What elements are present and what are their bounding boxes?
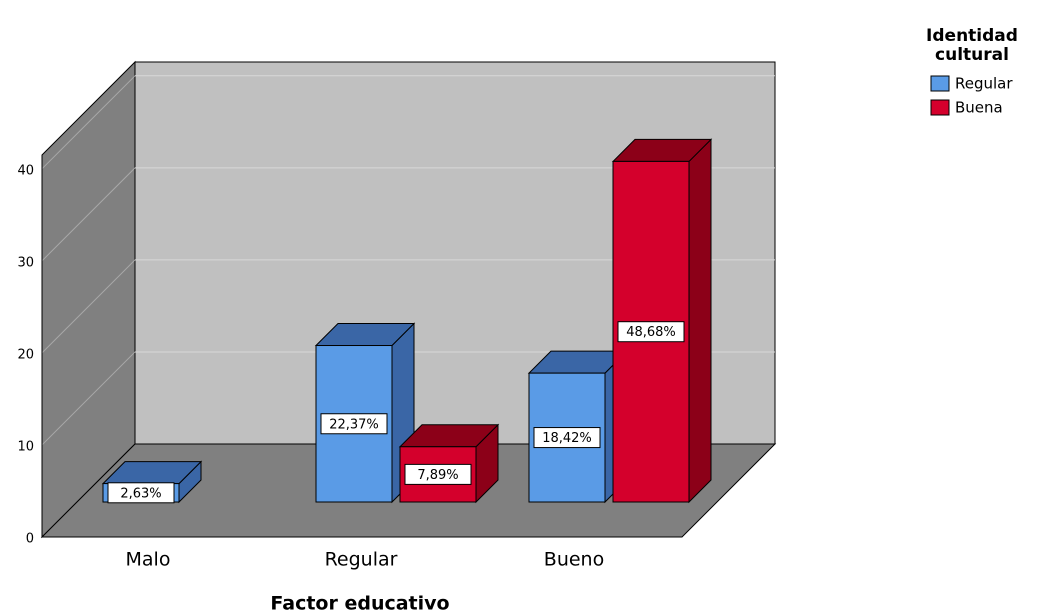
value-label: 7,89% xyxy=(417,468,458,483)
x-tick-label: Malo xyxy=(126,549,171,571)
value-label-box xyxy=(404,463,472,485)
value-label: 48,68% xyxy=(626,325,676,340)
y-tick-label: 20 xyxy=(17,347,34,362)
value-label-box xyxy=(320,413,388,435)
legend-swatch xyxy=(930,75,950,92)
y-tick-label: 40 xyxy=(17,163,34,178)
value-label: 18,42% xyxy=(542,431,592,446)
grid-line xyxy=(41,259,136,354)
legend-title: Identidad cultural xyxy=(926,26,1018,65)
legend-label: Regular xyxy=(955,75,1013,93)
x-axis-title: Factor educativo xyxy=(270,593,449,615)
legend-label: Buena xyxy=(955,99,1003,117)
y-tick-label: 10 xyxy=(17,439,34,454)
y-tick-label: 30 xyxy=(17,255,34,270)
value-label-box xyxy=(617,321,685,343)
grid-line xyxy=(41,167,136,262)
value-label: 22,37% xyxy=(329,417,379,432)
y-tick-label: 0 xyxy=(26,532,34,547)
value-label: 2,63% xyxy=(120,486,161,501)
bar-side xyxy=(688,138,712,504)
legend-swatch xyxy=(930,99,950,116)
grid-line xyxy=(41,75,136,170)
x-tick-label: Regular xyxy=(325,549,398,571)
value-label-box xyxy=(107,482,175,504)
value-label-box xyxy=(533,427,601,449)
grid-line xyxy=(41,351,136,446)
x-tick-label: Bueno xyxy=(544,549,604,571)
